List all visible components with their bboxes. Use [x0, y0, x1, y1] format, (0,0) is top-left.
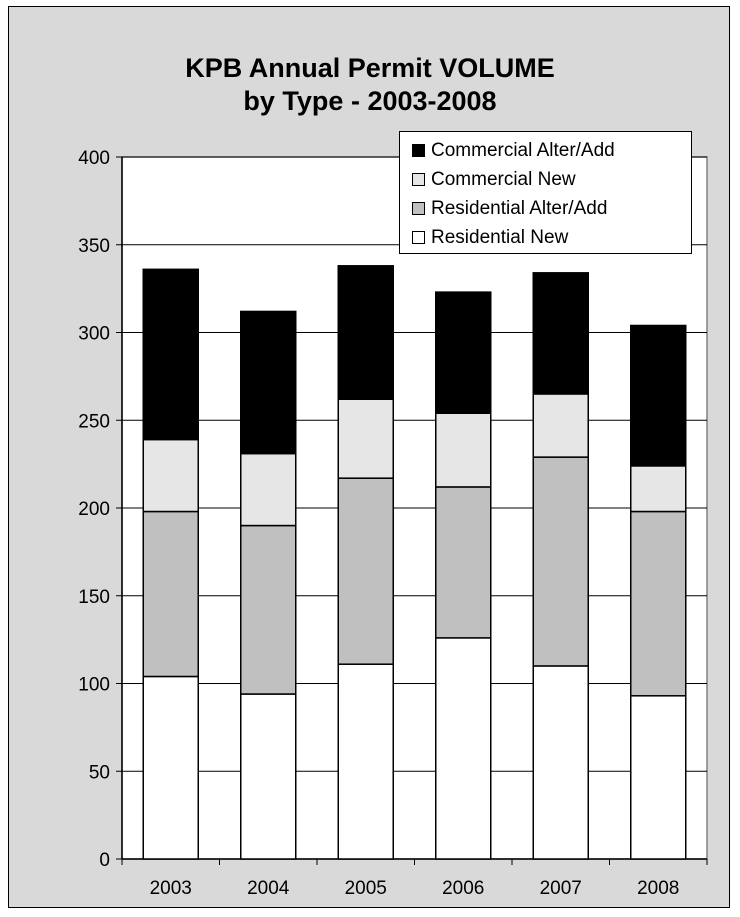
bar-residential-alter-add-2003 — [142, 510, 199, 678]
y-tick-label: 350 — [78, 236, 110, 257]
legend-label-commercial-new: Commercial New — [431, 168, 576, 190]
bar-residential-new-2004 — [240, 693, 297, 860]
x-tick-label: 2005 — [345, 878, 387, 899]
bar-commercial-alter-add-2004 — [240, 310, 297, 455]
bar-commercial-new-2008 — [630, 465, 687, 513]
legend-swatch-commercial-new — [412, 173, 425, 186]
y-tick-label: 300 — [78, 324, 110, 345]
bar-commercial-new-2005 — [337, 398, 394, 479]
y-tick-label: 100 — [78, 675, 110, 696]
x-tick-label: 2006 — [442, 878, 484, 899]
y-tick-label: 50 — [89, 762, 110, 783]
y-tick-label: 400 — [78, 148, 110, 169]
y-tick-label: 250 — [78, 411, 110, 432]
bar-commercial-new-2003 — [142, 438, 199, 513]
x-tick-label: 2004 — [247, 878, 290, 899]
legend-label-residential-alter-add: Residential Alter/Add — [431, 197, 608, 219]
bar-residential-alter-add-2005 — [337, 477, 394, 665]
legend-swatch-commercial-alter-add — [412, 144, 425, 157]
bar-residential-new-2006 — [435, 637, 492, 860]
bar-residential-alter-add-2007 — [532, 456, 589, 667]
bar-commercial-new-2006 — [435, 412, 492, 488]
bar-commercial-alter-add-2007 — [532, 272, 589, 395]
bar-commercial-alter-add-2006 — [435, 291, 492, 414]
legend-swatch-residential-new — [412, 231, 425, 244]
bar-residential-alter-add-2006 — [435, 486, 492, 639]
legend-item-residential-new: Residential New — [412, 223, 691, 252]
bar-commercial-new-2007 — [532, 393, 589, 458]
bar-residential-alter-add-2008 — [630, 510, 687, 697]
bar-commercial-alter-add-2005 — [337, 265, 394, 400]
y-tick-label: 0 — [99, 850, 110, 871]
y-tick-label: 200 — [78, 499, 110, 520]
chart-title-line-1: KPB Annual Permit VOLUME — [185, 53, 555, 83]
chart-legend: Commercial Alter/Add Commercial New Resi… — [399, 131, 692, 254]
legend-item-commercial-alter-add: Commercial Alter/Add — [412, 136, 691, 165]
bar-residential-new-2003 — [142, 675, 199, 860]
chart-title-line-2: by Type - 2003-2008 — [243, 86, 497, 116]
chart-title: KPB Annual Permit VOLUME by Type - 2003-… — [0, 52, 740, 118]
x-tick-label: 2007 — [540, 878, 582, 899]
legend-item-residential-alter-add: Residential Alter/Add — [412, 194, 691, 223]
bar-residential-alter-add-2004 — [240, 524, 297, 695]
legend-item-commercial-new: Commercial New — [412, 165, 691, 194]
bar-residential-new-2005 — [337, 663, 394, 860]
bar-residential-new-2007 — [532, 665, 589, 860]
legend-label-residential-new: Residential New — [431, 226, 569, 248]
bar-residential-new-2008 — [630, 695, 687, 860]
bar-commercial-alter-add-2003 — [142, 268, 199, 441]
bar-commercial-new-2004 — [240, 452, 297, 527]
legend-swatch-residential-alter-add — [412, 202, 425, 215]
x-tick-label: 2008 — [637, 878, 679, 899]
y-tick-label: 150 — [78, 587, 110, 608]
x-tick-label: 2003 — [150, 878, 192, 899]
bar-commercial-alter-add-2008 — [630, 324, 687, 467]
legend-label-commercial-alter-add: Commercial Alter/Add — [431, 139, 615, 161]
